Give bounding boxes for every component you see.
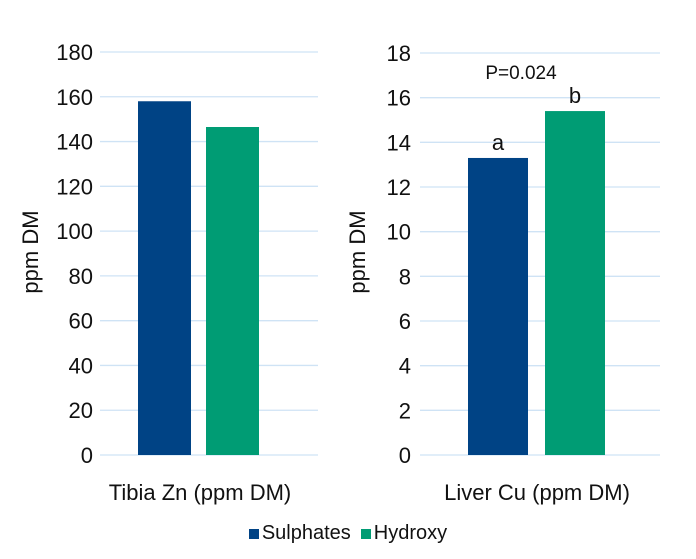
bar-tibia-zn-sulphates (138, 101, 191, 455)
y-tick-label-tibia-zn: 140 (56, 130, 93, 155)
y-tick-label-tibia-zn: 0 (81, 443, 93, 468)
y-tick-label-liver-cu: 12 (387, 175, 411, 200)
bar-tibia-zn-hydroxy (206, 127, 259, 455)
y-tick-label-liver-cu: 8 (399, 264, 411, 289)
y-tick-label-liver-cu: 18 (387, 41, 411, 66)
legend-swatch-hydroxy (360, 528, 371, 539)
legend-label-sulphates: Sulphates (261, 522, 351, 544)
y-tick-label-tibia-zn: 20 (69, 398, 93, 423)
y-tick-label-liver-cu: 4 (399, 354, 411, 379)
significance-letter: a (492, 130, 505, 155)
y-tick-label-tibia-zn: 40 (69, 353, 93, 378)
y-tick-label-liver-cu: 16 (387, 86, 411, 111)
y-tick-label-tibia-zn: 80 (69, 264, 93, 289)
y-tick-label-liver-cu: 0 (399, 443, 411, 468)
y-tick-label-tibia-zn: 180 (56, 40, 93, 65)
y-tick-label-liver-cu: 10 (387, 220, 411, 245)
y-tick-label-liver-cu: 2 (399, 398, 411, 423)
y-tick-label-liver-cu: 14 (387, 130, 411, 155)
x-axis-label-tibia-zn: Tibia Zn (ppm DM) (109, 480, 292, 505)
p-value-annotation: P=0.024 (485, 63, 557, 84)
legend-swatch-sulphates (248, 528, 259, 539)
legend-item-sulphates[interactable]: Sulphates (248, 522, 351, 545)
y-axis-label-tibia-zn: ppm DM (18, 210, 43, 293)
y-tick-label-tibia-zn: 60 (69, 309, 93, 334)
y-axis-label-liver-cu: ppm DM (345, 210, 370, 293)
y-tick-label-liver-cu: 6 (399, 309, 411, 334)
x-axis-label-liver-cu: Liver Cu (ppm DM) (444, 480, 630, 505)
bar-liver-cu-hydroxy (545, 111, 605, 456)
significance-letter: b (569, 83, 581, 108)
legend-item-hydroxy[interactable]: Hydroxy (360, 522, 448, 545)
legend: Sulphates Hydroxy (0, 522, 696, 545)
y-tick-label-tibia-zn: 100 (56, 219, 93, 244)
y-tick-label-tibia-zn: 120 (56, 174, 93, 199)
legend-label-hydroxy: Hydroxy (373, 522, 448, 544)
y-tick-label-tibia-zn: 160 (56, 85, 93, 110)
bar-liver-cu-sulphates (468, 157, 528, 455)
